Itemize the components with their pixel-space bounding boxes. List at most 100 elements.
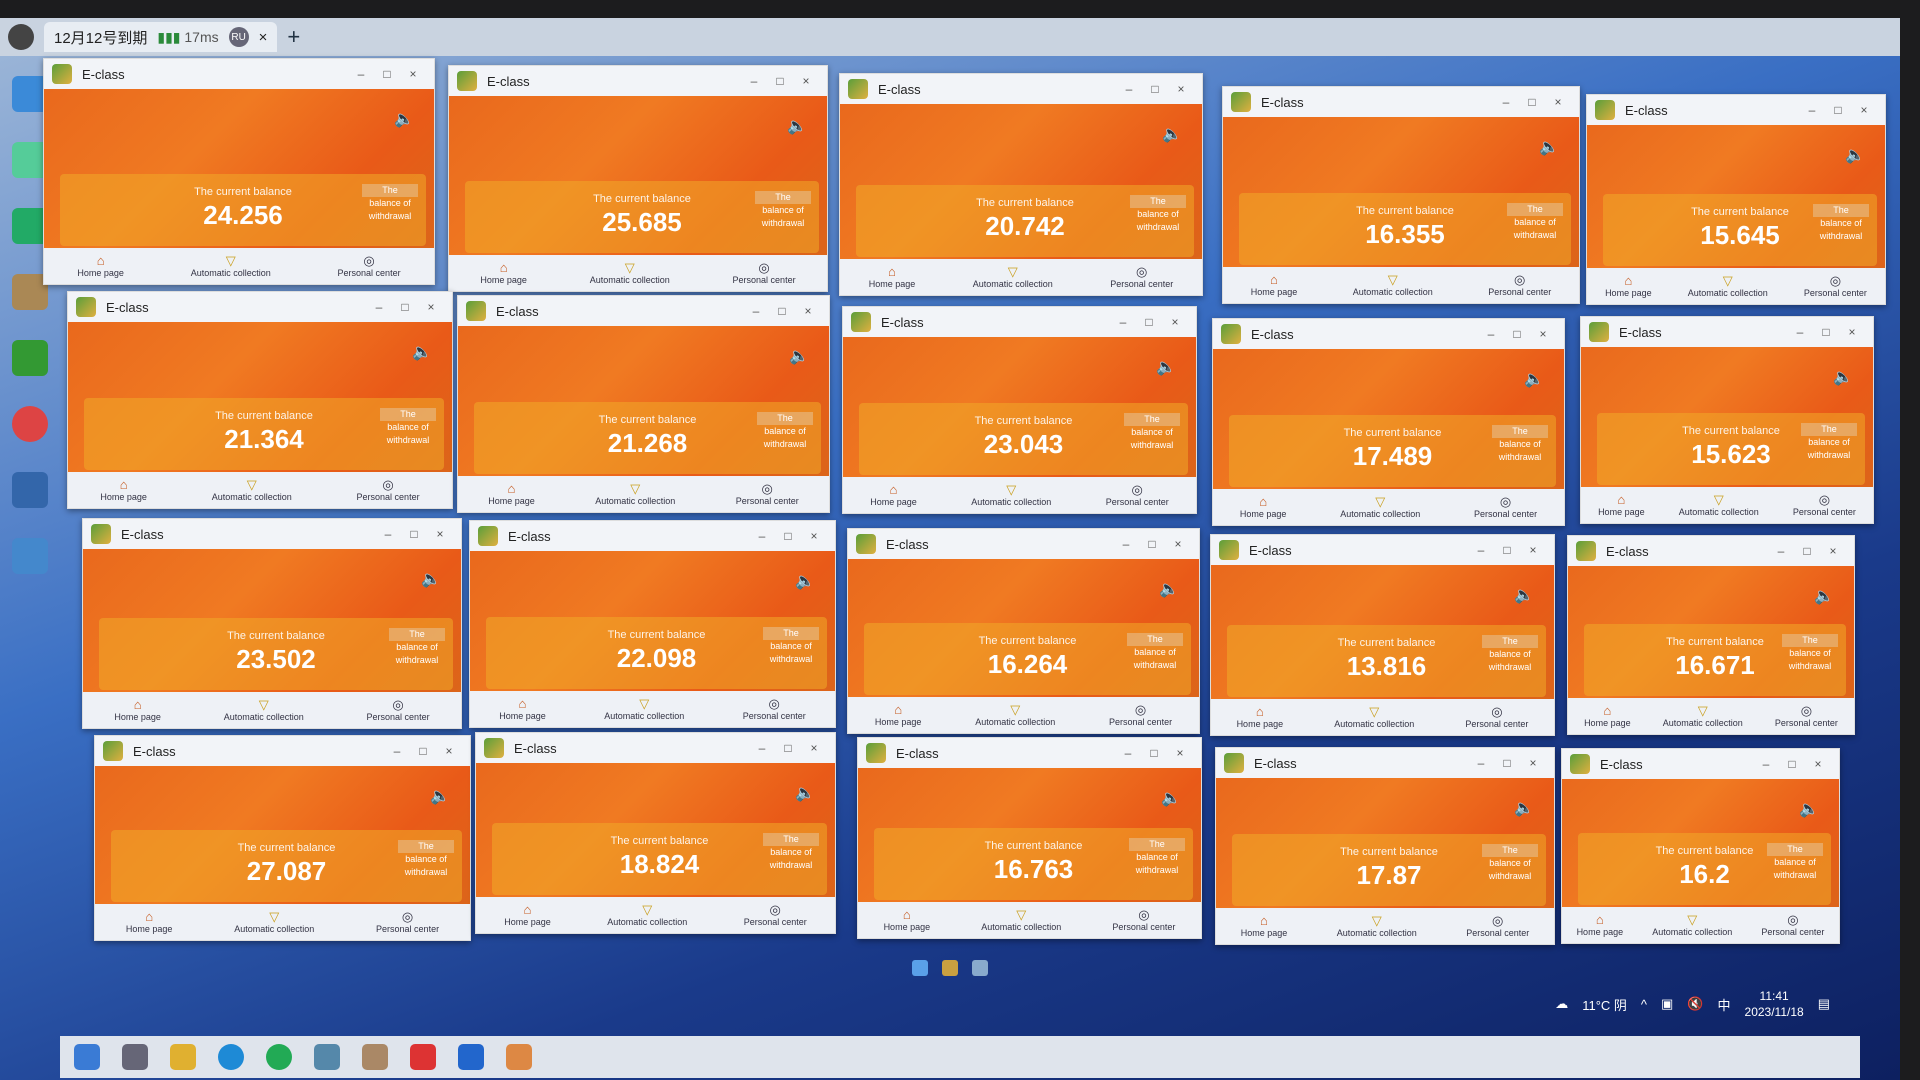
withdrawal-balance-button[interactable]: The balance of withdrawal (1767, 843, 1823, 882)
title-bar[interactable]: E-class – □ × (68, 292, 452, 322)
maximize-button[interactable]: □ (401, 300, 409, 314)
speaker-icon[interactable]: 🔈 (430, 788, 450, 805)
chrome-icon[interactable] (12, 406, 48, 442)
notification-icon[interactable]: ▤ (1817, 996, 1830, 1011)
withdrawal-balance-button[interactable]: The balance of withdrawal (1492, 425, 1548, 464)
speaker-icon[interactable]: 🔈 (1539, 139, 1559, 156)
nav-personal-center[interactable]: ◎ Personal center (743, 697, 806, 722)
maximize-button[interactable]: □ (1503, 756, 1511, 770)
nav-personal-center[interactable]: ◎ Personal center (357, 478, 420, 503)
nav-personal-center[interactable]: ◎ Personal center (376, 910, 439, 935)
withdrawal-balance-button[interactable]: The balance of withdrawal (362, 184, 418, 223)
volume-muted-icon[interactable]: 🔇 (1687, 996, 1704, 1011)
nav-personal-center[interactable]: ◎ Personal center (733, 261, 796, 286)
speaker-icon[interactable]: 🔈 (1156, 359, 1176, 376)
title-bar[interactable]: E-class – □ × (1568, 536, 1854, 566)
minimize-button[interactable]: – (1502, 95, 1510, 109)
withdrawal-balance-button[interactable]: The balance of withdrawal (1482, 635, 1538, 674)
maximize-button[interactable]: □ (1803, 544, 1811, 558)
title-bar[interactable]: E-class – □ × (840, 74, 1202, 104)
nav-home[interactable]: ⌂ Home page (1241, 914, 1288, 939)
speaker-icon[interactable]: 🔈 (1161, 790, 1181, 807)
close-button[interactable]: × (1177, 82, 1185, 96)
title-bar[interactable]: E-class – □ × (1587, 95, 1885, 125)
close-button[interactable]: × (1860, 103, 1868, 117)
withdrawal-balance-button[interactable]: The balance of withdrawal (1813, 204, 1869, 243)
withdrawal-balance-button[interactable]: The balance of withdrawal (1129, 838, 1185, 877)
eclass-window[interactable]: E-class – □ × 🔈 The current balance 15.6… (1586, 94, 1886, 305)
session-tab[interactable]: 12月12号到期 ▮▮▮ 17ms RU × (44, 22, 278, 52)
withdrawal-balance-button[interactable]: The balance of withdrawal (763, 627, 819, 666)
title-bar[interactable]: E-class – □ × (1562, 749, 1839, 779)
app-shortcut-icon[interactable] (12, 208, 48, 244)
nav-personal-center[interactable]: ◎ Personal center (1793, 493, 1856, 518)
maximize-button[interactable]: □ (784, 741, 792, 755)
maximize-button[interactable]: □ (1834, 103, 1842, 117)
clock[interactable]: 11:41 2023/11/18 (1745, 988, 1804, 1020)
eclass-window[interactable]: E-class – □ × 🔈 The current balance 16.2… (847, 528, 1200, 734)
eclass-window[interactable]: E-class – □ × 🔈 The current balance 16.3… (1222, 86, 1580, 304)
nav-home[interactable]: ⌂ Home page (504, 903, 551, 928)
nav-automatic-collection[interactable]: ▽ Automatic collection (191, 254, 271, 279)
minimize-button[interactable]: – (1125, 82, 1133, 96)
eclass-window[interactable]: E-class – □ × 🔈 The current balance 23.5… (82, 518, 462, 729)
speaker-icon[interactable]: 🔈 (789, 348, 809, 365)
eclass-window[interactable]: E-class – □ × 🔈 The current balance 21.3… (67, 291, 453, 509)
close-button[interactable]: × (1848, 325, 1856, 339)
nav-home[interactable]: ⌂ Home page (870, 483, 917, 508)
title-bar[interactable]: E-class – □ × (44, 59, 434, 89)
nav-automatic-collection[interactable]: ▽ Automatic collection (981, 908, 1061, 933)
maximize-button[interactable]: □ (778, 304, 786, 318)
nav-personal-center[interactable]: ◎ Personal center (367, 698, 430, 723)
minimize-button[interactable]: – (1808, 103, 1816, 117)
speaker-icon[interactable]: 🔈 (1845, 147, 1865, 164)
ime-indicator[interactable]: 中 (1717, 997, 1731, 1013)
eclass-window[interactable]: E-class – □ × 🔈 The current balance 16.7… (857, 737, 1202, 939)
eclass-window[interactable]: E-class – □ × 🔈 The current balance 20.7… (839, 73, 1203, 296)
app-shortcut-icon[interactable] (12, 538, 48, 574)
nav-personal-center[interactable]: ◎ Personal center (1466, 914, 1529, 939)
nav-home[interactable]: ⌂ Home page (488, 482, 535, 507)
minimize-button[interactable]: – (1122, 537, 1130, 551)
eclass-window[interactable]: E-class – □ × 🔈 The current balance 16.6… (1567, 535, 1855, 735)
edge-icon[interactable] (218, 1044, 244, 1070)
nav-personal-center[interactable]: ◎ Personal center (1465, 705, 1528, 730)
eclass-window[interactable]: E-class – □ × 🔈 The current balance 22.0… (469, 520, 836, 728)
nav-personal-center[interactable]: ◎ Personal center (1112, 908, 1175, 933)
close-button[interactable]: × (802, 74, 810, 88)
nav-home[interactable]: ⌂ Home page (480, 261, 527, 286)
nav-automatic-collection[interactable]: ▽ Automatic collection (595, 482, 675, 507)
nav-home[interactable]: ⌂ Home page (126, 910, 173, 935)
app-icon[interactable] (266, 1044, 292, 1070)
withdrawal-balance-button[interactable]: The balance of withdrawal (1801, 423, 1857, 462)
nav-personal-center[interactable]: ◎ Personal center (1474, 495, 1537, 520)
weather[interactable]: 11°C 阴 (1582, 997, 1627, 1013)
nav-home[interactable]: ⌂ Home page (100, 478, 147, 503)
speaker-icon[interactable]: 🔈 (1524, 371, 1544, 388)
minimize-button[interactable]: – (1477, 756, 1485, 770)
nav-automatic-collection[interactable]: ▽ Automatic collection (971, 483, 1051, 508)
maximize-button[interactable]: □ (1788, 757, 1796, 771)
nav-automatic-collection[interactable]: ▽ Automatic collection (604, 697, 684, 722)
minimize-button[interactable]: – (393, 744, 401, 758)
title-bar[interactable]: E-class – □ × (848, 529, 1199, 559)
withdrawal-balance-button[interactable]: The balance of withdrawal (1130, 195, 1186, 234)
withdrawal-balance-button[interactable]: The balance of withdrawal (398, 840, 454, 879)
app-icon[interactable] (362, 1044, 388, 1070)
maximize-button[interactable]: □ (1503, 543, 1511, 557)
nav-automatic-collection[interactable]: ▽ Automatic collection (224, 698, 304, 723)
app-icon[interactable] (314, 1044, 340, 1070)
maximize-button[interactable]: □ (419, 744, 427, 758)
speaker-icon[interactable]: 🔈 (1159, 581, 1179, 598)
eclass-window[interactable]: E-class – □ × 🔈 The current balance 15.6… (1580, 316, 1874, 524)
eclass-window[interactable]: E-class – □ × 🔈 The current balance 16.2… (1561, 748, 1840, 944)
nav-automatic-collection[interactable]: ▽ Automatic collection (975, 703, 1055, 728)
title-bar[interactable]: E-class – □ × (1211, 535, 1554, 565)
close-button[interactable]: × (427, 300, 435, 314)
close-button[interactable]: × (804, 304, 812, 318)
app-shortcut-icon[interactable] (12, 472, 48, 508)
nav-automatic-collection[interactable]: ▽ Automatic collection (1340, 495, 1420, 520)
nav-automatic-collection[interactable]: ▽ Automatic collection (1337, 914, 1417, 939)
title-bar[interactable]: E-class – □ × (83, 519, 461, 549)
withdrawal-balance-button[interactable]: The balance of withdrawal (1127, 633, 1183, 672)
